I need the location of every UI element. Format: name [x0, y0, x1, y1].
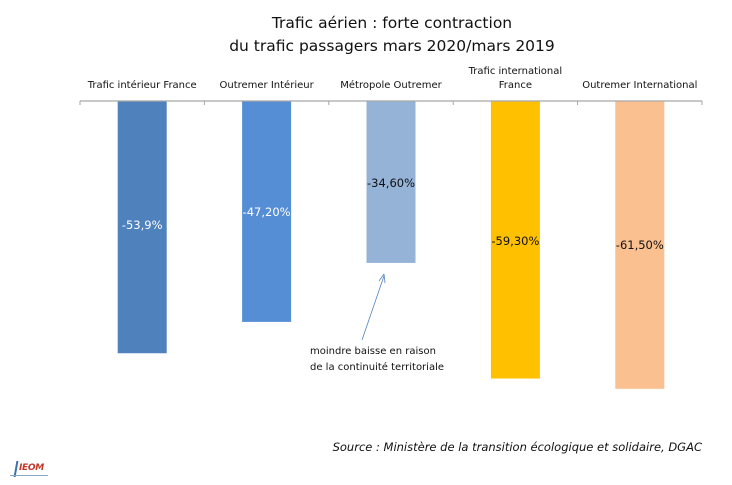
chart-title-line-2: du trafic passagers mars 2020/mars 2019 — [229, 37, 555, 55]
bar-5 — [615, 101, 665, 389]
source-note: Source : Ministère de la transition écol… — [332, 440, 702, 454]
bar-3 — [366, 101, 416, 263]
annotation: moindre baisse en raison de la continuit… — [310, 273, 444, 373]
category-labels: Trafic intérieur France Outremer Intérieu… — [87, 66, 698, 91]
category-label-5: Outremer International — [582, 80, 697, 91]
annotation-line-1: moindre baisse en raison — [310, 346, 436, 357]
data-label-4: -59,30% — [491, 234, 539, 248]
bars — [117, 101, 665, 389]
chart-title-line-1: Trafic aérien : forte contraction — [271, 14, 512, 32]
data-labels: -53,9% -47,20% -34,60% -59,30% -61,50% — [122, 176, 664, 252]
annotation-arrowhead — [378, 273, 386, 284]
annotation-line-2: de la continuité territoriale — [310, 361, 444, 373]
ieom-logo: IEOM — [8, 459, 58, 481]
logo-underline — [10, 475, 48, 476]
bar-4 — [490, 101, 540, 379]
bar-2 — [242, 101, 292, 322]
bar-1 — [117, 101, 167, 354]
data-label-5: -61,50% — [616, 238, 664, 252]
category-label-2: Outremer Intérieur — [219, 79, 314, 91]
data-label-2: -47,20% — [243, 205, 291, 219]
annotation-arrow — [361, 275, 385, 341]
logo-text: IEOM — [19, 463, 44, 473]
category-axis — [79, 100, 703, 105]
chart-title: Trafic aérien : forte contraction du tra… — [229, 14, 555, 55]
category-label-4-line-1: Trafic international — [468, 66, 563, 77]
category-label-1: Trafic intérieur France — [87, 79, 197, 91]
data-label-3: -34,60% — [367, 176, 415, 190]
category-label-3: Métropole Outremer — [340, 79, 442, 91]
category-label-4-line-2: France — [499, 80, 532, 91]
data-label-1: -53,9% — [122, 218, 163, 232]
